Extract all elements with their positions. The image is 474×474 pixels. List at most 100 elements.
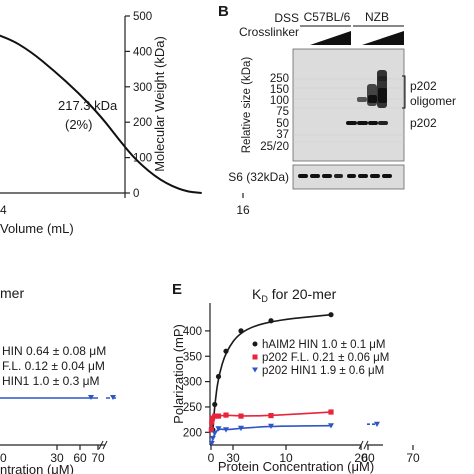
sec-mw-trace <box>0 113 2 116</box>
s6-loading-label: S6 (32kDa) <box>228 170 289 184</box>
panel-e-point <box>215 373 222 380</box>
sec-x-tick-label: 16 <box>236 203 250 217</box>
panel-e-x-ticks: 0 10 20 30 60 70 <box>208 445 420 465</box>
panel-e-point <box>215 413 222 419</box>
blot-y-axis-label: Relative size (kDa) <box>241 57 253 154</box>
panel-e-y-tick-label: 350 <box>183 351 202 363</box>
panel-b-letter: B <box>218 3 229 20</box>
panel-e-point <box>215 426 222 432</box>
panel-e-point <box>223 348 229 354</box>
mw-tick-75: 75 <box>276 106 289 118</box>
dss-row-label: DSS <box>274 11 299 25</box>
strain-label-nzb: NZB <box>365 10 389 24</box>
sec-right-axis-label: Molecular Weight (kDa) <box>152 36 167 172</box>
sec-annotation-percent: (2%) <box>65 117 92 132</box>
mw-tick-50: 50 <box>276 118 289 130</box>
fp-left-x-axis-label: ntration (μM) <box>0 462 74 474</box>
fp-left-axis-break-2 <box>102 440 108 450</box>
panel-e-point <box>238 328 244 334</box>
panel-e-legend-label: hAIM2 HIN 1.0 ± 0.1 μM <box>262 339 386 351</box>
oligomer-bracket-label-p202: p202 <box>410 79 437 93</box>
panel-e-point <box>209 419 215 425</box>
strain-label-c57bl6: C57BL/6 <box>304 10 351 24</box>
panel-e-x-tick-label: 30 <box>226 451 240 465</box>
panel-e-letter: E <box>172 281 182 298</box>
panel-e-point <box>268 423 274 430</box>
crosslinker-row-label: Crosslinker <box>239 25 299 39</box>
panel-e-legend-marker <box>252 354 258 360</box>
fp-left-blue-point-2 <box>110 395 116 400</box>
crosslinker-wedge-nzb <box>362 31 404 45</box>
panel-e-point <box>268 318 274 324</box>
panel-e-point <box>238 413 244 419</box>
fp-left-legend-2: HIN1 1.0 ± 0.3 μM <box>2 374 100 388</box>
mw-marker-labels: 250 150 100 75 50 37 25/20 <box>260 73 289 153</box>
fp-left-legend-0: HIN 0.64 ± 0.08 μM <box>2 344 106 358</box>
panel-e-point <box>223 412 229 418</box>
fp-left-axis-break-1 <box>98 440 104 450</box>
panel-e-axis-break-2 <box>363 440 369 450</box>
p202-oligomer-smears <box>357 70 387 108</box>
fp-chart-left: mer HIN 0.64 ± 0.08 μM F.L. 0.12 ± 0.04 … <box>0 285 118 474</box>
panel-e-y-axis-label: Polarization (mP) <box>171 324 186 424</box>
panel-e-point <box>212 401 218 408</box>
panel-e-point <box>238 425 244 432</box>
panel-e-point <box>212 413 218 419</box>
oligomer-bracket-label: oligomer <box>410 94 456 108</box>
panel-e-point <box>223 427 229 433</box>
panel-e-x-tick-label: 10 <box>279 451 293 465</box>
panel-e-point <box>328 312 334 318</box>
sec-annotation-value: 217.3 kDa <box>58 98 118 113</box>
panel-e-point <box>209 435 216 442</box>
panel-e-legend-marker <box>252 367 258 373</box>
panel-e-x-axis-label: Protein Concentration (μM) <box>218 459 374 474</box>
panel-e-point <box>268 412 274 419</box>
sec-y-tick-label: 400 <box>133 46 152 58</box>
panel-e-point <box>208 427 214 433</box>
sec-x-ticks: 16 <box>124 193 250 217</box>
sec-y-tick-label: 200 <box>133 117 152 129</box>
sec-y-tick-label: 0 <box>133 188 139 200</box>
panel-e-legend-label: p202 F.L. 0.21 ± 0.06 μM <box>262 352 389 364</box>
fp-left-title-fragment: mer <box>0 285 24 301</box>
oligomer-bracket <box>402 75 406 109</box>
panel-e-y-ticks: 200 250 300 350 400 <box>183 326 210 439</box>
panel-e: E KD for 20-mer 200 250 300 350 400 0 10 20 30 6… <box>171 281 420 474</box>
mw-tick-100: 100 <box>270 95 289 107</box>
panel-e-point <box>328 423 334 429</box>
sec-y-tick-label: 500 <box>133 11 152 23</box>
s6-bands <box>298 174 392 178</box>
sec-y-tick-label: 300 <box>133 82 152 94</box>
panel-e-fit-curves <box>210 313 378 444</box>
sec-x-tick-fragment: 4 <box>0 203 7 217</box>
panel-e-x-tick-label: 20 <box>354 451 368 465</box>
mw-tick-250: 250 <box>270 73 289 85</box>
panel-e-x-tick-label: 70 <box>406 451 420 465</box>
p202-monomer-bands <box>346 121 388 125</box>
panel-e-legend-label: p202 HIN1 1.9 ± 0.6 μM <box>262 365 384 377</box>
panel-e-y-tick-label: 400 <box>183 326 202 338</box>
fp-left-blue-point <box>88 395 94 400</box>
panel-e-break-gap <box>361 441 367 449</box>
panel-e-y-tick-label: 200 <box>183 427 202 439</box>
panel-e-fit-line <box>210 424 332 444</box>
fp-left-x-ticks: 30 60 70 <box>50 445 105 465</box>
blot-main <box>292 48 405 162</box>
crosslinker-wedge-c57bl6 <box>310 31 351 45</box>
panel-e-point <box>374 421 380 428</box>
mw-tick-150: 150 <box>270 84 289 96</box>
panel-e-title: KD for 20-mer <box>252 286 337 304</box>
mw-tick-37: 37 <box>276 129 289 141</box>
fp-left-x-tick-label: 30 <box>50 451 64 465</box>
panel-e-data-points <box>208 312 380 447</box>
mw-tick-25-20: 25/20 <box>260 141 289 153</box>
panel-e-point <box>328 409 334 415</box>
panel-e-x-tick-label: 0 <box>208 451 215 465</box>
sec-x-axis-label: Volume (mL) <box>0 221 74 236</box>
fp-left-x-tick-label: 60 <box>73 451 87 465</box>
fp-left-x-tick-fragment: 0 <box>0 451 7 465</box>
panel-b: B DSS Crosslinker C57BL/6 NZB 250 150 10… <box>218 3 456 190</box>
fp-left-legend-1: F.L. 0.12 ± 0.04 μM <box>2 359 105 373</box>
